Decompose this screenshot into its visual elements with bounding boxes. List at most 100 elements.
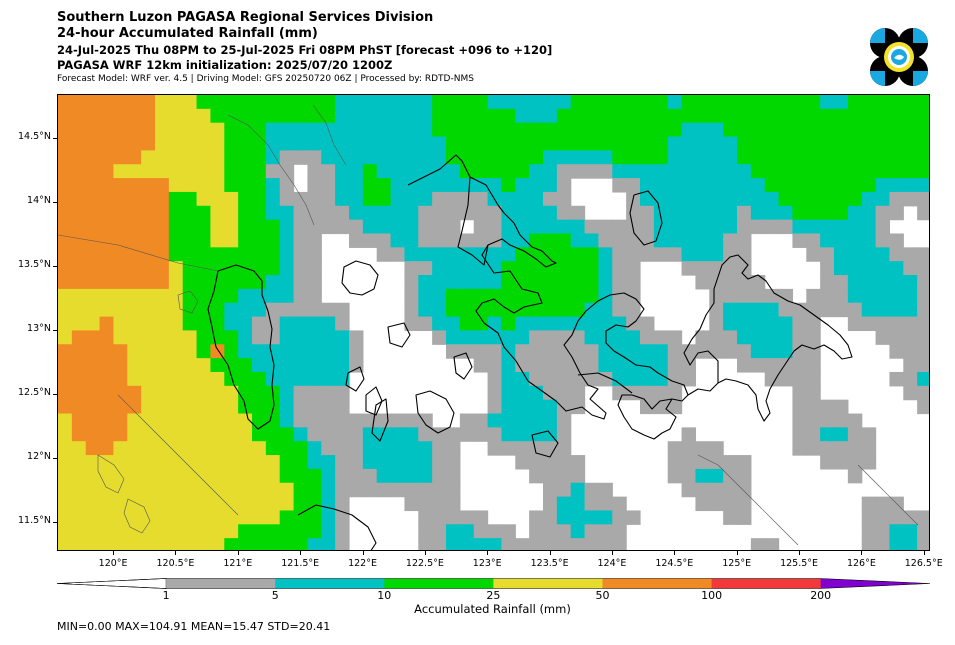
rainfall-cell xyxy=(487,399,503,415)
rainfall-cell xyxy=(335,510,350,525)
rainfall-cell xyxy=(224,385,239,401)
rainfall-cell xyxy=(141,441,156,456)
rainfall-cell xyxy=(626,261,641,276)
rainfall-cell xyxy=(543,316,558,332)
rainfall-cell xyxy=(889,302,904,318)
rainfall-cell xyxy=(390,205,406,221)
rainfall-cell xyxy=(279,344,295,359)
rainfall-cell xyxy=(459,247,475,262)
rainfall-cell xyxy=(224,468,239,484)
rainfall-cell xyxy=(473,150,489,165)
rainfall-cell xyxy=(570,95,586,110)
rainfall-cell xyxy=(238,219,253,235)
rainfall-cell xyxy=(168,468,184,484)
rainfall-cell xyxy=(252,302,267,318)
rainfall-cell xyxy=(556,233,572,248)
rainfall-cell xyxy=(432,330,447,345)
rainfall-cell xyxy=(556,510,572,525)
rainfall-cell xyxy=(113,95,128,110)
rainfall-cell xyxy=(501,247,516,262)
rainfall-cell xyxy=(681,164,697,179)
rainfall-cell xyxy=(875,136,891,151)
rainfall-cell xyxy=(515,233,530,248)
rainfall-cell xyxy=(238,524,253,539)
rainfall-cell xyxy=(570,316,586,332)
rainfall-cell xyxy=(182,510,198,525)
rainfall-cell xyxy=(750,122,766,138)
rainfall-cell xyxy=(293,108,309,124)
rainfall-cell xyxy=(335,95,350,110)
rainfall-cell xyxy=(71,510,87,525)
rainfall-cell xyxy=(307,247,322,262)
rainfall-cell xyxy=(612,150,627,165)
rainfall-cell xyxy=(446,330,461,345)
rainfall-cell xyxy=(529,150,544,165)
rainfall-cell xyxy=(168,150,184,165)
rainfall-cell xyxy=(238,164,253,179)
rainfall-cell xyxy=(626,122,641,138)
rainfall-cell xyxy=(584,344,600,359)
rainfall-cell xyxy=(695,233,710,248)
rainfall-cell xyxy=(182,178,198,193)
rainfall-cell xyxy=(653,122,669,138)
rainfall-cell xyxy=(820,95,835,110)
rainfall-cell xyxy=(792,191,807,207)
rainfall-cell xyxy=(598,150,613,165)
rainfall-cell xyxy=(58,178,73,193)
rainfall-cell xyxy=(446,191,461,207)
rainfall-cell xyxy=(515,316,530,332)
rainfall-cell xyxy=(293,247,309,262)
rainfall-cell xyxy=(737,468,752,484)
rainfall-cell xyxy=(307,95,322,110)
rainfall-cell xyxy=(459,108,475,124)
rainfall-cell xyxy=(71,358,87,373)
rainfall-cell xyxy=(695,247,710,262)
rainfall-cell xyxy=(917,136,929,151)
rainfall-cell xyxy=(293,358,309,373)
rainfall-cell xyxy=(529,302,544,318)
rainfall-cell xyxy=(556,482,572,498)
rainfall-cell xyxy=(695,178,710,193)
rainfall-cell xyxy=(875,95,891,110)
rainfall-cell xyxy=(917,302,929,318)
rainfall-cell xyxy=(709,441,724,456)
rainfall-cell xyxy=(556,95,572,110)
rainfall-cell xyxy=(182,122,198,138)
rainfall-cell xyxy=(570,344,586,359)
rainfall-cell xyxy=(889,233,904,248)
rainfall-cell xyxy=(58,205,73,221)
latitude-tick-label: 13.5°N xyxy=(17,258,51,270)
rainfall-cell xyxy=(71,95,87,110)
rainfall-cell xyxy=(265,510,281,525)
rainfall-cell xyxy=(265,178,281,193)
rainfall-cell xyxy=(182,413,198,428)
rainfall-cell xyxy=(889,247,904,262)
rainfall-cell xyxy=(737,233,752,248)
rainfall-cell xyxy=(834,136,849,151)
rainfall-cell xyxy=(889,136,904,151)
rainfall-cell xyxy=(861,302,877,318)
rainfall-cell xyxy=(543,122,558,138)
rainfall-cell xyxy=(875,247,891,262)
rainfall-cell xyxy=(834,122,849,138)
rainfall-cell xyxy=(847,302,863,318)
rainfall-cell xyxy=(210,95,225,110)
rainfall-cell xyxy=(349,441,364,456)
rainfall-cell xyxy=(695,468,710,484)
rainfall-cell xyxy=(570,275,586,290)
rainfall-cell xyxy=(640,399,655,415)
rainfall-cell xyxy=(321,413,336,428)
rainfall-cell xyxy=(570,233,586,248)
rainfall-cell xyxy=(85,344,101,359)
rainfall-cell xyxy=(71,191,87,207)
rainfall-cell xyxy=(764,205,780,221)
rainfall-cell xyxy=(335,524,350,539)
rainfall-cell xyxy=(792,233,807,248)
rainfall-cell xyxy=(487,538,503,550)
rainfall-cell xyxy=(681,150,697,165)
rainfall-cell xyxy=(792,413,807,428)
rainfall-cell xyxy=(432,496,447,512)
rainfall-cell xyxy=(335,316,350,332)
rainfall-cell xyxy=(695,275,710,290)
rainfall-cell xyxy=(127,178,142,193)
